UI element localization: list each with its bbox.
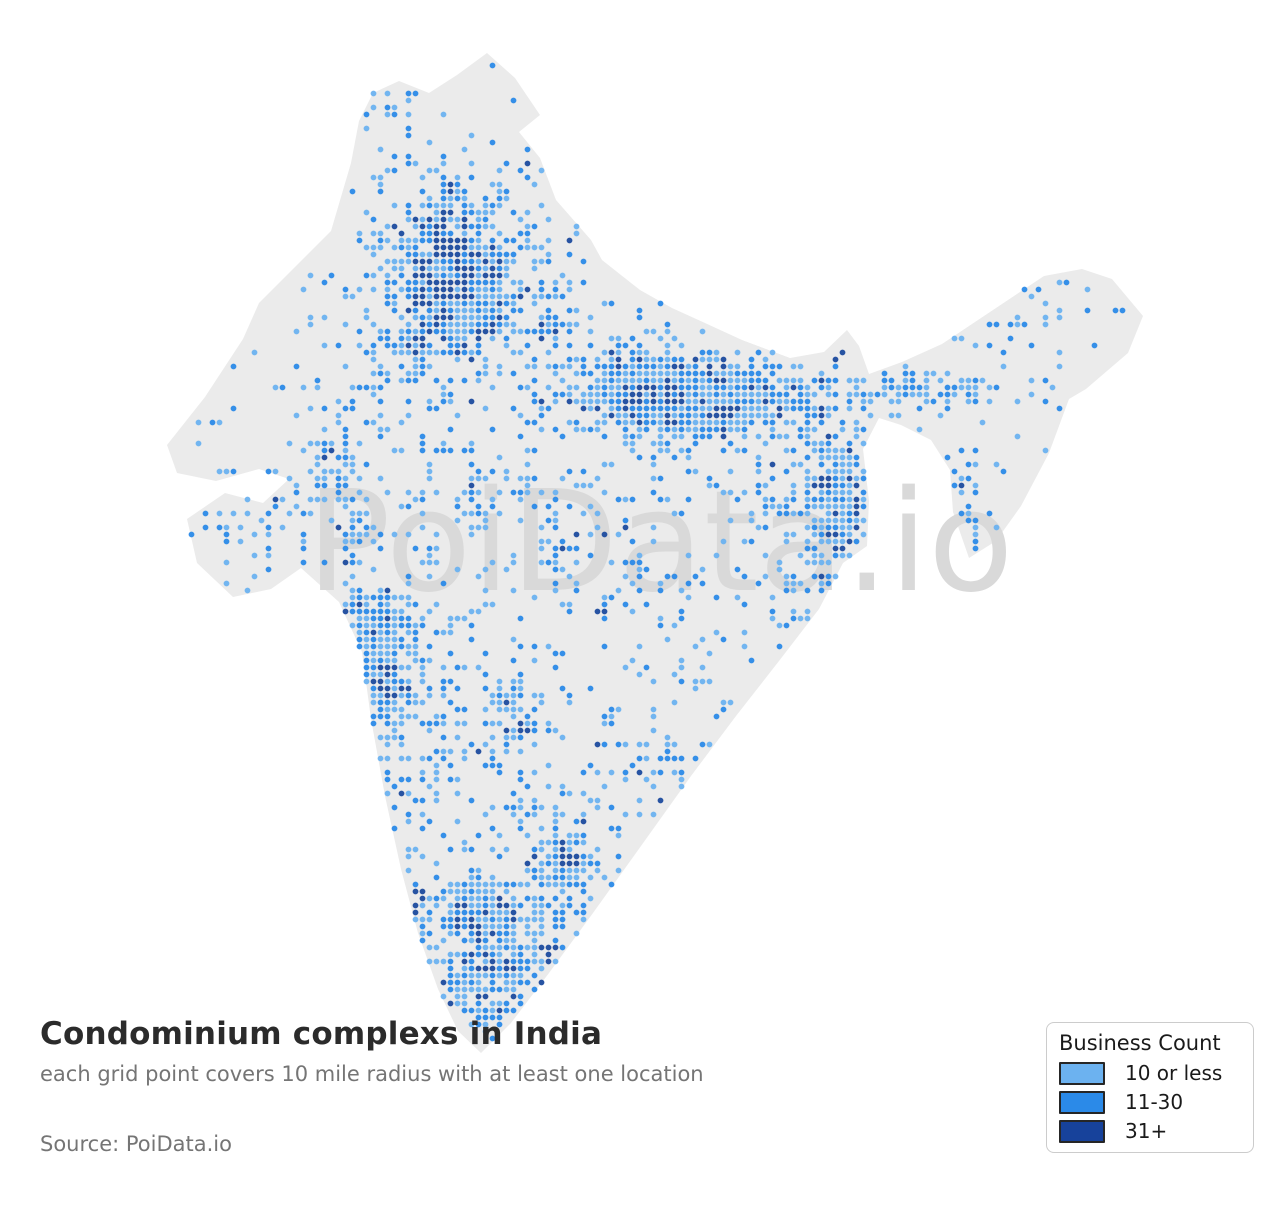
source-caption: Source: PoiData.io bbox=[40, 1132, 232, 1156]
legend-title: Business Count bbox=[1059, 1031, 1221, 1055]
legend-row: 31+ bbox=[1059, 1119, 1241, 1143]
legend-label: 10 or less bbox=[1125, 1061, 1223, 1085]
legend-swatch-11-30-icon bbox=[1059, 1090, 1105, 1114]
legend-swatch-31-plus-icon bbox=[1059, 1119, 1105, 1143]
legend-label: 11-30 bbox=[1125, 1090, 1184, 1114]
legend-row: 11-30 bbox=[1059, 1090, 1241, 1114]
dot-grid bbox=[188, 62, 1126, 1042]
india-map-silhouette bbox=[167, 53, 1143, 1053]
chart-title: Condominium complexs in India bbox=[40, 1016, 603, 1052]
legend-row: 10 or less bbox=[1059, 1061, 1241, 1085]
chart-subtitle: each grid point covers 10 mile radius wi… bbox=[40, 1062, 704, 1086]
watermark: PoiData.io bbox=[306, 461, 1013, 624]
legend-label: 31+ bbox=[1125, 1119, 1168, 1143]
legend-swatch-10-or-less-icon bbox=[1059, 1061, 1105, 1085]
legend: Business Count 10 or less 11-30 31+ bbox=[1046, 1022, 1254, 1153]
